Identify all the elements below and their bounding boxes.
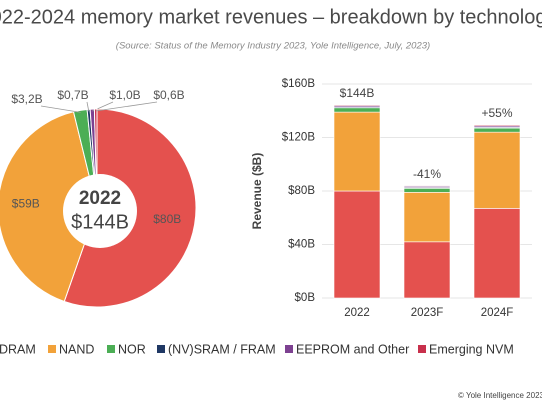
pie-value-label: $0,7B — [57, 88, 88, 102]
bar-annotation: -41% — [413, 167, 441, 181]
bar-annotation: $144B — [340, 86, 375, 100]
leader-line — [86, 101, 90, 112]
bar-segment — [333, 111, 381, 192]
legend-label: Emerging NVM — [429, 342, 514, 356]
pie-value-label: $80B — [153, 212, 181, 226]
bar-segment — [403, 241, 451, 299]
y-tick-label: $40B — [288, 239, 315, 251]
bar-segment — [403, 185, 451, 187]
bar-annotation: +55% — [481, 106, 512, 120]
bar-segment — [403, 188, 451, 193]
y-tick-label: $0B — [295, 292, 316, 304]
center-value: $144B — [71, 211, 129, 233]
leader-line — [95, 101, 158, 112]
legend-label: EEPROM and Other — [296, 342, 409, 356]
pie-value-label: $3,2B — [11, 92, 42, 106]
x-tick-label: 2024F — [481, 307, 514, 319]
legend-swatch — [418, 345, 426, 353]
y-axis-label: Revenue ($B) — [250, 153, 264, 230]
bar-segment — [473, 131, 521, 209]
legend-label: (NV)SRAM / FRAM — [168, 342, 276, 356]
x-tick-label: 2022 — [344, 307, 370, 319]
legend-label: NOR — [118, 342, 146, 356]
pie-value-label: $1,0B — [109, 88, 140, 102]
pie-center — [63, 174, 137, 248]
y-tick-label: $160B — [282, 78, 316, 90]
legend-label: NAND — [59, 342, 94, 356]
legend-swatch — [157, 345, 165, 353]
y-tick-label: $120B — [282, 132, 316, 144]
center-title: 2022 — [79, 188, 121, 209]
bar-segment — [473, 127, 521, 133]
bar-segment — [473, 124, 521, 127]
pie-value-label: $0,6B — [153, 88, 184, 102]
legend-label: DRAM — [0, 342, 36, 356]
bar-segment — [333, 190, 381, 299]
footer: © Yole Intelligence 2023 — [458, 391, 542, 400]
bar-segment — [333, 104, 381, 106]
subtitle: (Source: Status of the Memory Industry 2… — [116, 41, 430, 52]
leader-line — [40, 105, 81, 113]
bar-segment — [403, 192, 451, 243]
bar-segment — [473, 208, 521, 299]
legend-swatch — [285, 345, 293, 353]
pie-slice — [0, 111, 98, 303]
title: 2022-2024 memory market revenues – break… — [0, 6, 542, 28]
legend-swatch — [107, 345, 115, 353]
pie-value-label: $59B — [12, 197, 40, 211]
y-tick-label: $80B — [288, 185, 315, 197]
x-tick-label: 2023F — [411, 307, 444, 319]
legend-swatch — [48, 345, 56, 353]
bar-segment — [333, 107, 381, 113]
